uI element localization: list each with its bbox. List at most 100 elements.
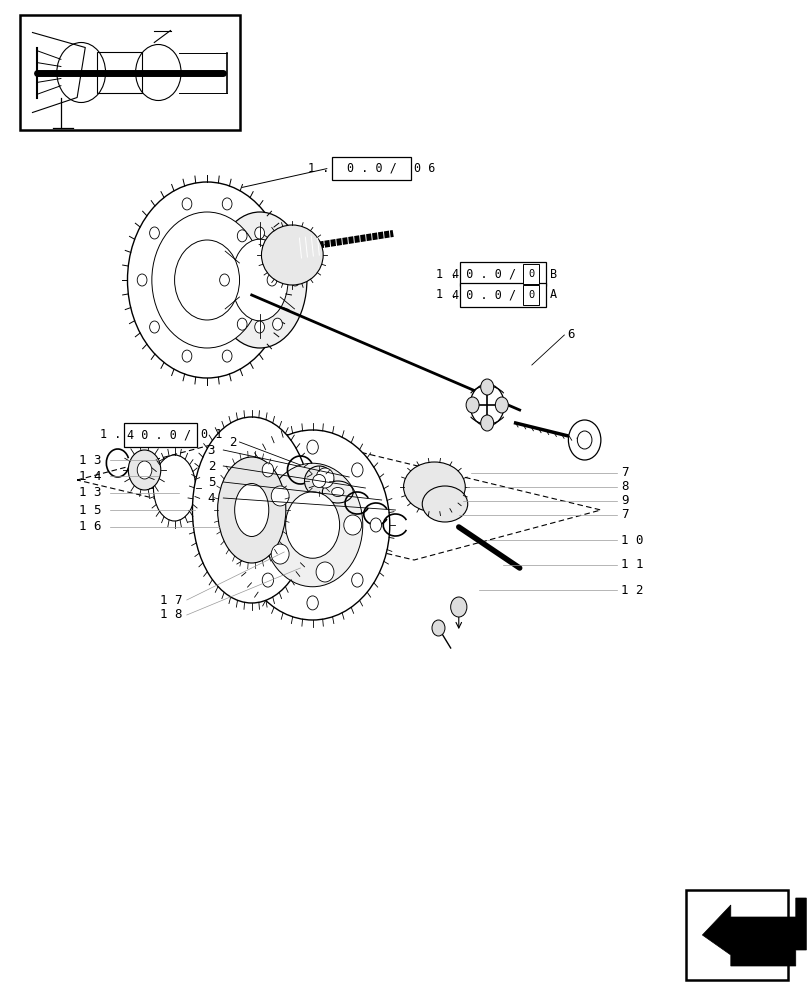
- Circle shape: [149, 227, 159, 239]
- Ellipse shape: [315, 562, 333, 582]
- FancyBboxPatch shape: [459, 262, 546, 286]
- Text: 0 . 0 /: 0 . 0 /: [346, 161, 396, 174]
- Circle shape: [137, 461, 152, 479]
- Ellipse shape: [271, 544, 289, 564]
- Text: 0: 0: [527, 269, 534, 279]
- Circle shape: [243, 518, 255, 532]
- Text: 2: 2: [208, 460, 215, 473]
- Text: 2: 2: [230, 436, 237, 448]
- Circle shape: [568, 420, 600, 460]
- Bar: [685, 890, 787, 980]
- Text: 4 0 . 0 / 1: 4 0 . 0 / 1: [452, 267, 530, 280]
- Text: 7: 7: [620, 466, 628, 480]
- Circle shape: [262, 463, 273, 477]
- Text: A: A: [549, 288, 556, 302]
- Text: 7: 7: [620, 508, 628, 522]
- Ellipse shape: [322, 481, 353, 503]
- Text: 1 8: 1 8: [160, 608, 182, 621]
- Ellipse shape: [315, 468, 333, 488]
- Text: 1 7: 1 7: [160, 593, 182, 606]
- Text: 1 .: 1 .: [436, 288, 457, 302]
- Text: 1 .: 1 .: [308, 161, 329, 174]
- Text: 4: 4: [208, 491, 215, 504]
- Circle shape: [262, 463, 363, 587]
- Text: 1 .: 1 .: [436, 267, 457, 280]
- Circle shape: [267, 274, 277, 286]
- Circle shape: [272, 318, 282, 330]
- Circle shape: [182, 198, 191, 210]
- Text: 9: 9: [620, 494, 628, 508]
- Ellipse shape: [271, 486, 289, 506]
- Circle shape: [290, 274, 300, 286]
- Text: 1 6: 1 6: [79, 520, 101, 534]
- Circle shape: [152, 212, 262, 348]
- Circle shape: [450, 597, 466, 617]
- Text: 1 5: 1 5: [79, 504, 101, 516]
- Ellipse shape: [422, 486, 467, 522]
- Circle shape: [495, 397, 508, 413]
- Text: 8: 8: [620, 481, 628, 493]
- Circle shape: [272, 230, 282, 242]
- Circle shape: [174, 240, 239, 320]
- Circle shape: [255, 321, 264, 333]
- Text: 5: 5: [208, 476, 215, 488]
- Circle shape: [480, 415, 493, 431]
- Text: 3: 3: [208, 444, 215, 456]
- Text: 1 1: 1 1: [620, 558, 643, 572]
- Ellipse shape: [343, 515, 361, 535]
- Ellipse shape: [234, 484, 268, 536]
- Ellipse shape: [153, 455, 195, 521]
- Polygon shape: [702, 898, 805, 966]
- Circle shape: [351, 573, 363, 587]
- Text: B: B: [549, 267, 556, 280]
- Circle shape: [480, 379, 493, 395]
- FancyBboxPatch shape: [332, 156, 410, 180]
- Circle shape: [127, 182, 286, 378]
- Circle shape: [255, 227, 264, 239]
- Ellipse shape: [212, 212, 307, 348]
- Circle shape: [307, 596, 318, 610]
- Ellipse shape: [231, 239, 288, 321]
- Text: 1 4: 1 4: [79, 470, 101, 483]
- Circle shape: [262, 573, 273, 587]
- FancyBboxPatch shape: [522, 285, 539, 305]
- FancyBboxPatch shape: [522, 264, 539, 284]
- Text: 1 3: 1 3: [79, 454, 101, 466]
- Circle shape: [237, 230, 247, 242]
- Ellipse shape: [470, 384, 504, 426]
- Circle shape: [128, 450, 161, 490]
- Circle shape: [237, 318, 247, 330]
- Text: 1 .: 1 .: [101, 428, 122, 442]
- Ellipse shape: [192, 417, 311, 603]
- Circle shape: [149, 321, 159, 333]
- Ellipse shape: [217, 457, 285, 563]
- Text: 0 6: 0 6: [414, 161, 435, 174]
- Text: 1 0: 1 0: [620, 534, 643, 546]
- Text: 0: 0: [527, 290, 534, 300]
- Bar: [97, 52, 142, 93]
- Text: 6: 6: [566, 328, 573, 342]
- Ellipse shape: [261, 225, 323, 285]
- Circle shape: [431, 620, 444, 636]
- FancyBboxPatch shape: [124, 423, 197, 447]
- Circle shape: [285, 492, 339, 558]
- Text: 1 2: 1 2: [620, 584, 643, 596]
- Ellipse shape: [304, 466, 333, 496]
- Ellipse shape: [312, 475, 325, 488]
- Circle shape: [182, 350, 191, 362]
- Circle shape: [219, 274, 229, 286]
- Circle shape: [307, 440, 318, 454]
- Text: 4 0 . 0 /: 4 0 . 0 /: [127, 428, 191, 442]
- Circle shape: [137, 274, 147, 286]
- Ellipse shape: [403, 462, 465, 512]
- Circle shape: [466, 397, 478, 413]
- Ellipse shape: [332, 488, 343, 496]
- Circle shape: [222, 350, 232, 362]
- Circle shape: [351, 463, 363, 477]
- Bar: [20, 15, 239, 130]
- Circle shape: [222, 198, 232, 210]
- Text: 0 1: 0 1: [200, 428, 221, 442]
- Text: 4 0 . 0 / 1: 4 0 . 0 / 1: [452, 288, 530, 302]
- Circle shape: [577, 431, 591, 449]
- Circle shape: [370, 518, 381, 532]
